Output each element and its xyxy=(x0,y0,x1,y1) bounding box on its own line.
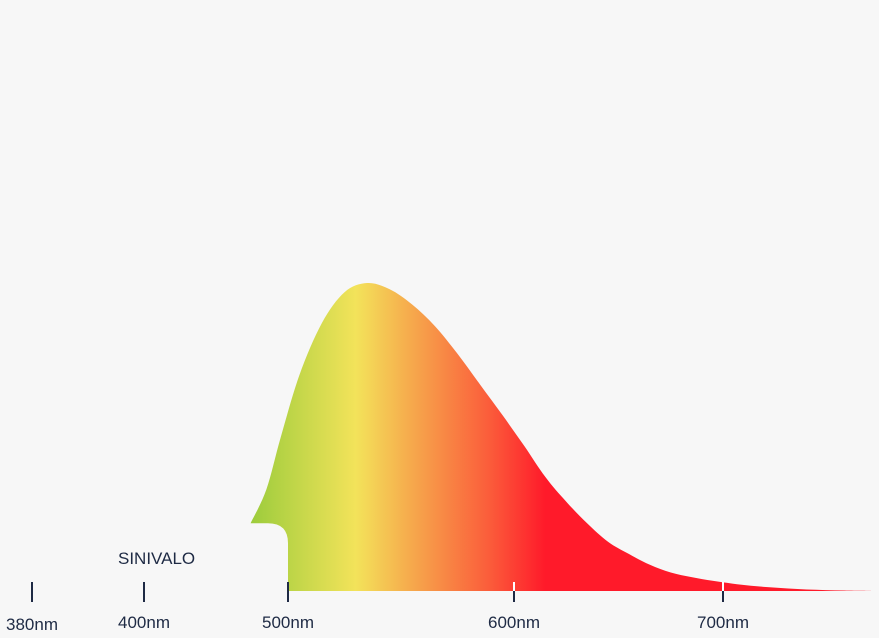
spectrum-area xyxy=(250,282,873,591)
x-axis-ticks: 380nm 400nm 500nm 600nm 700nm xyxy=(6,582,749,634)
tick-label-380: 380nm xyxy=(6,615,58,634)
tick-label-500: 500nm xyxy=(262,613,314,632)
tick-label-400: 400nm xyxy=(118,613,170,632)
tick-label-600: 600nm xyxy=(488,613,540,632)
blue-light-label: SINIVALO xyxy=(118,549,195,568)
tick-label-700: 700nm xyxy=(697,613,749,632)
